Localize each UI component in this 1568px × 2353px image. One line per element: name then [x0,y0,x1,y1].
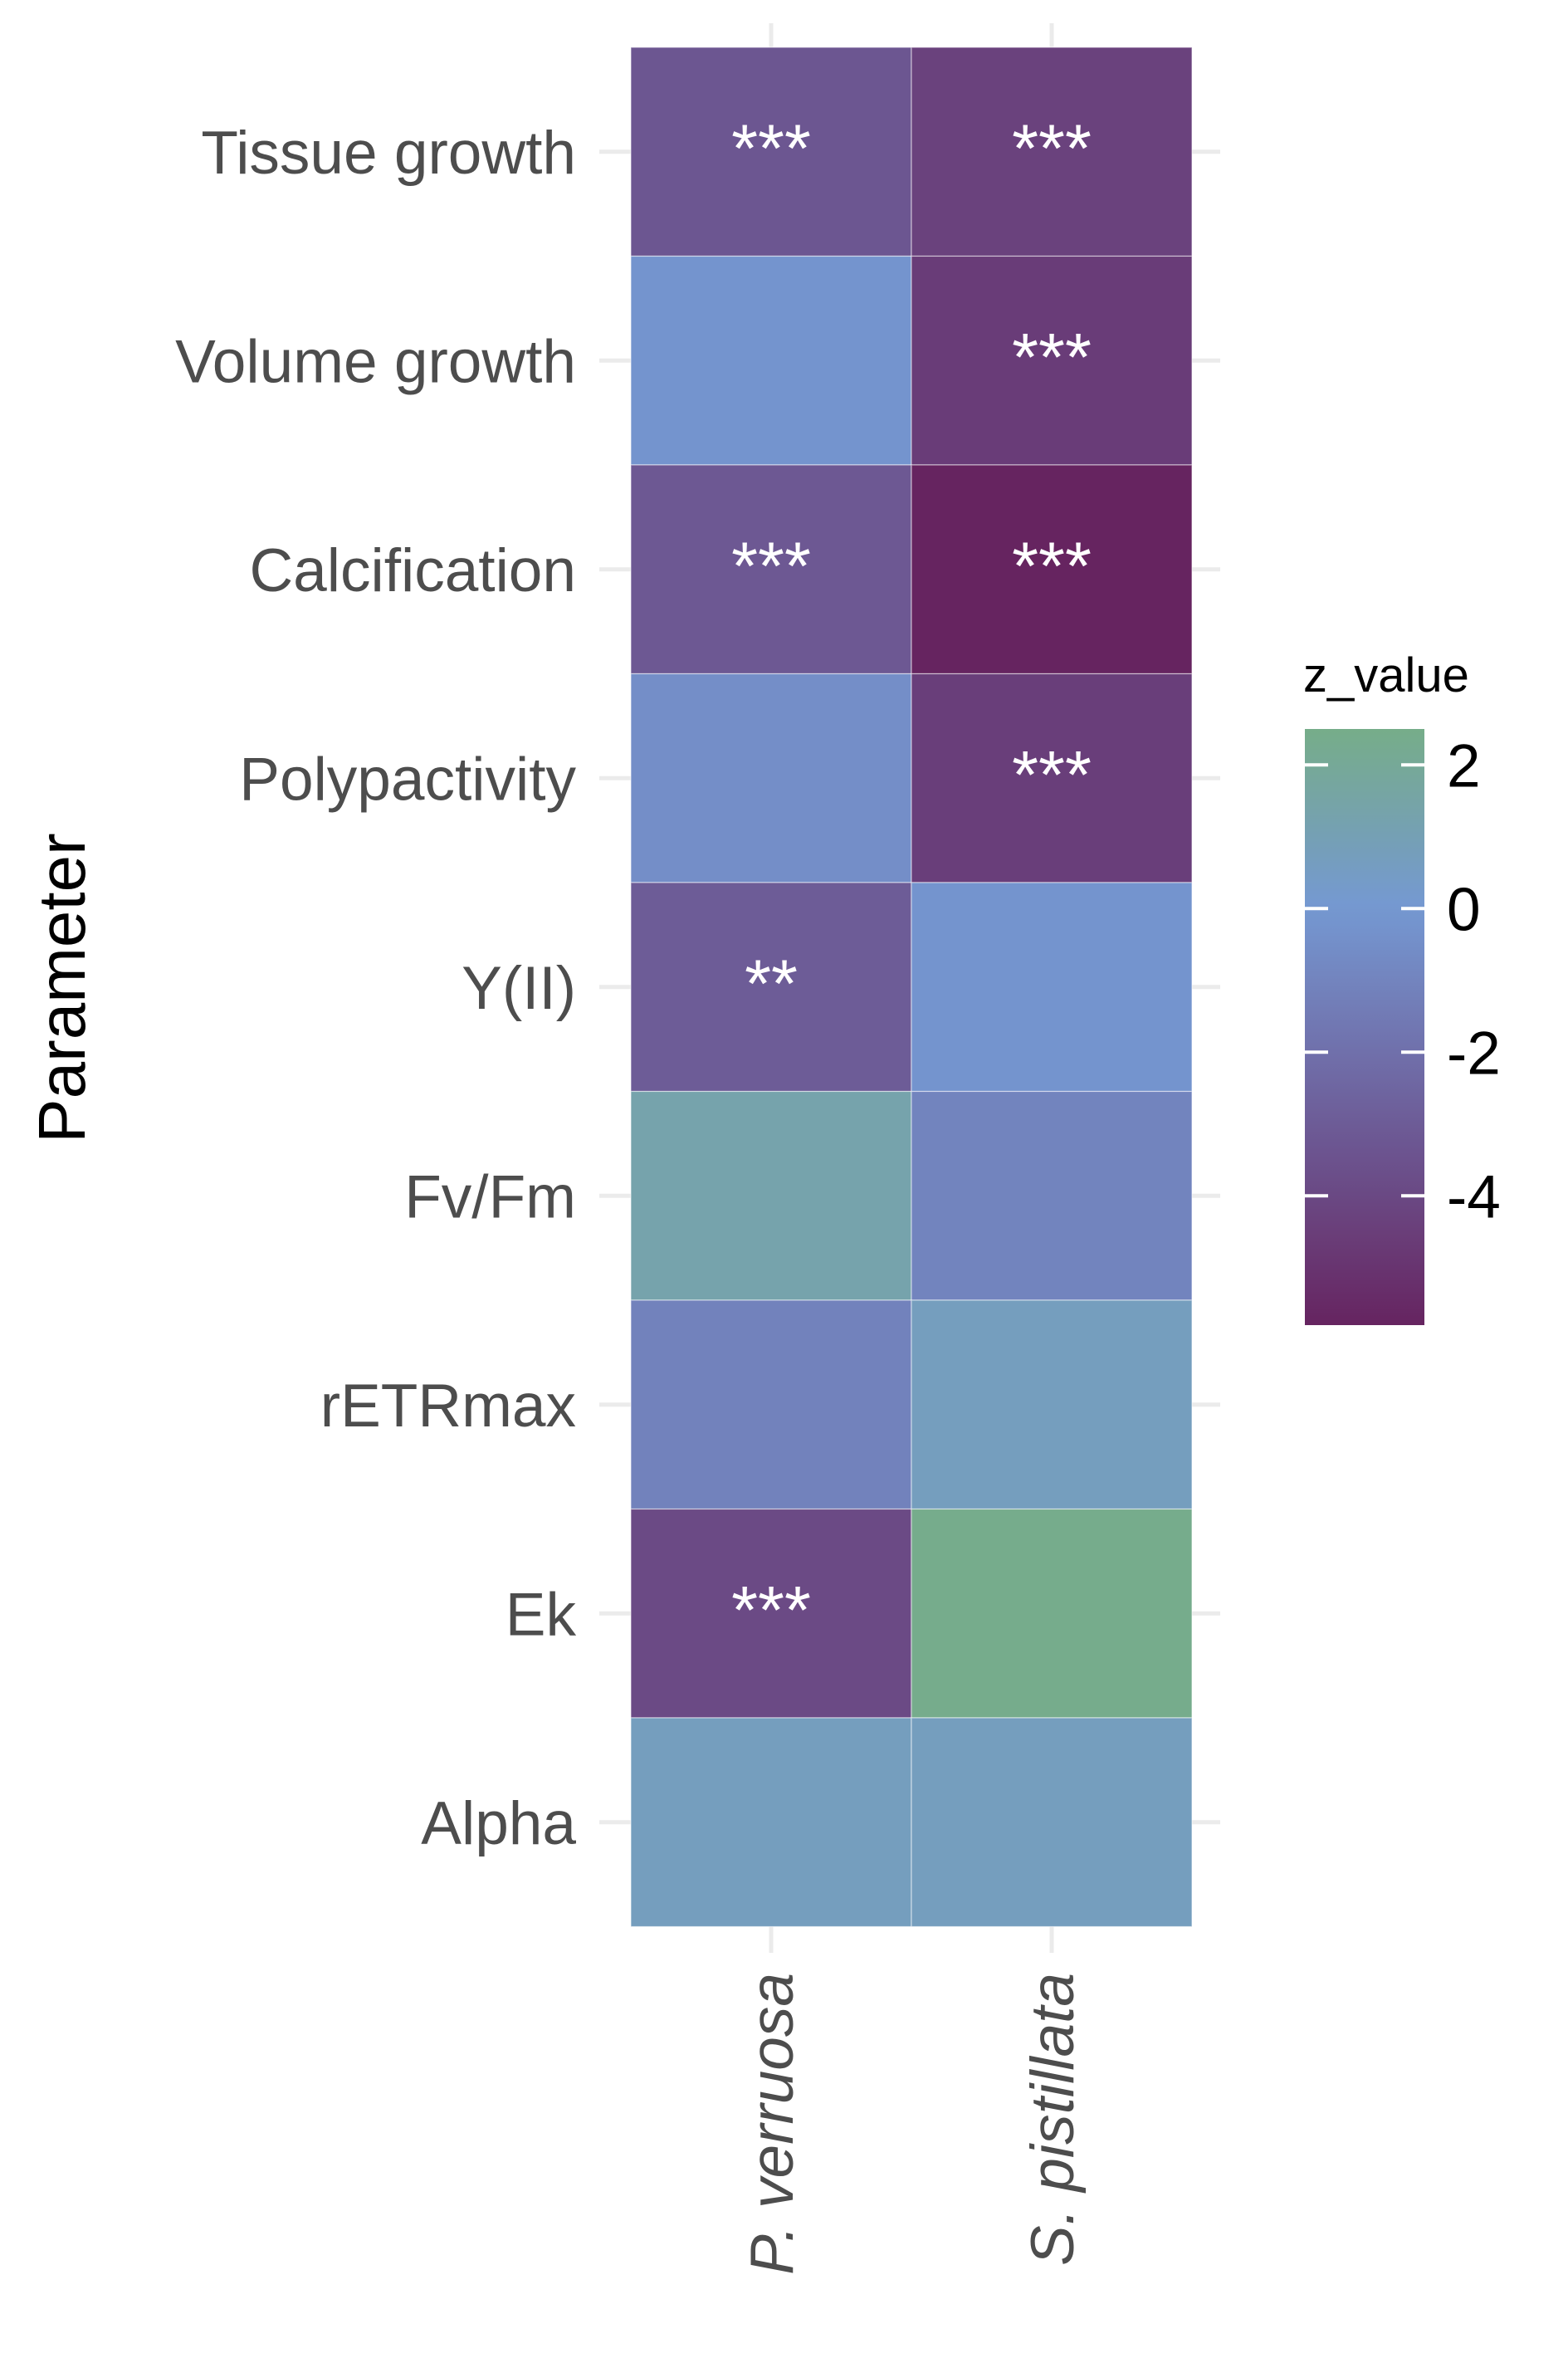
legend-tick-label: -4 [1447,1163,1501,1230]
heatmap-cell [911,464,1193,675]
heatmap-cell [911,255,1193,466]
heatmap-cell [911,1090,1193,1301]
significance-label: *** [731,111,811,187]
heatmap-cell [630,1090,912,1301]
heatmap-cell [911,1508,1193,1719]
y-tick-label: Ek [506,1581,577,1648]
y-tick-label: Calcification [249,537,576,604]
significance-label: *** [1012,529,1092,604]
legend-colorbar [1305,729,1424,1325]
heatmap-cell [911,46,1193,257]
legend-tick-label: 0 [1447,876,1481,943]
legend-title: z_value [1303,648,1469,702]
heatmap-cell [630,255,912,466]
legend-ticks: 2 0 -2 -4 [1305,732,1501,1230]
y-tick-label: Polypactivity [239,746,576,813]
y-tick-label: Y(II) [462,955,576,1022]
significance-label: *** [731,1573,811,1649]
y-tick-label: Tissue growth [201,120,576,187]
y-tick-label: rETRmax [320,1372,576,1440]
color-legend: z_value 2 0 -2 -4 [1303,648,1501,1325]
y-tick-labels: Tissue growth Volume growth Calcification P… [175,120,576,1857]
heatmap-cell [630,673,912,883]
significance-label: *** [1012,111,1092,187]
significance-label: ** [745,947,798,1022]
heatmap-cell [630,46,912,257]
heatmap-cell [630,1717,912,1928]
y-tick-label: Alpha [421,1790,576,1857]
legend-tick-label: -2 [1447,1020,1501,1087]
heatmap-cell [630,1299,912,1510]
heatmap-cell [911,673,1193,883]
heatmap-cell [911,1717,1193,1928]
significance-label: *** [1012,738,1092,814]
significance-label: *** [731,529,811,604]
y-axis-title: Parameter [25,833,99,1142]
heatmap-cells [630,46,1193,1928]
legend-tick-label: 2 [1447,732,1481,800]
heatmap-cell [630,882,912,1093]
y-tick-label: Fv/Fm [404,1163,576,1230]
x-tick-label: S. pistillata [1019,1973,1087,2266]
significance-annotations: *** ********* *********** [731,111,1092,1649]
x-tick-labels: P. verruosa S. pistillata [739,1973,1087,2275]
heatmap-cell [911,1299,1193,1510]
x-tick-label: P. verruosa [739,1973,806,2275]
heatmap-cell [911,882,1193,1093]
heatmap-cell [630,464,912,675]
significance-label: *** [1012,320,1092,396]
y-tick-label: Volume growth [175,328,576,395]
